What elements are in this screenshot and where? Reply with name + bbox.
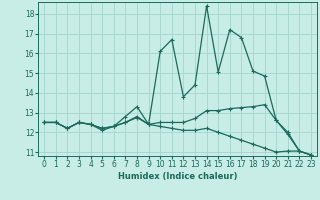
X-axis label: Humidex (Indice chaleur): Humidex (Indice chaleur): [118, 172, 237, 181]
